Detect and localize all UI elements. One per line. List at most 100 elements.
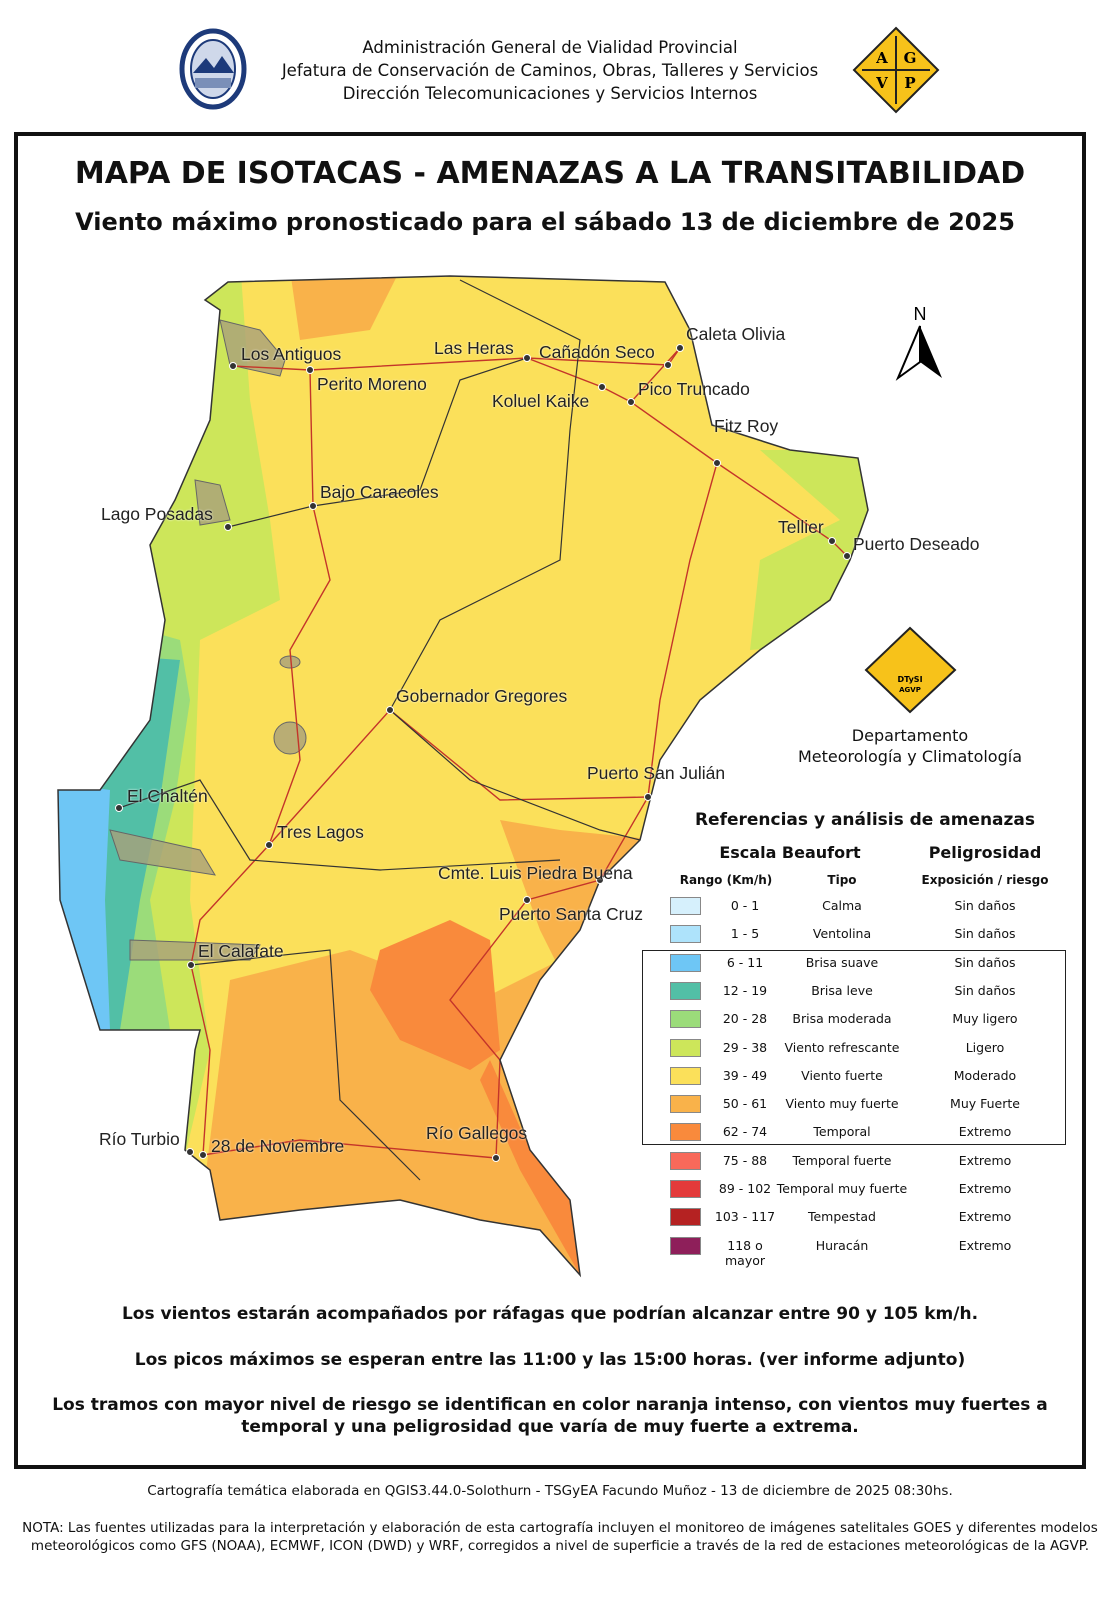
legend-swatch (670, 1095, 701, 1114)
city-label: Puerto San Julián (587, 763, 726, 783)
legend-range: 29 - 38 (722, 1039, 768, 1055)
city-marker (186, 1148, 194, 1156)
header-line-2: Jefatura de Conservación de Caminos, Obr… (281, 61, 819, 80)
city-label: Perito Moreno (317, 374, 427, 394)
svg-text:P: P (904, 74, 915, 92)
legend-swatch (670, 1010, 701, 1029)
legend-risk: Extremo (958, 1124, 1012, 1140)
city-marker (309, 502, 317, 510)
city-marker (265, 841, 273, 849)
legend-swatch (670, 897, 701, 915)
svg-text:N: N (914, 304, 927, 324)
page-subtitle: Viento máximo pronosticado para el sábad… (75, 208, 1015, 236)
legend-row: 103 - 117 Tempestad Extremo (670, 1208, 1070, 1228)
city-label: Río Turbio (99, 1129, 180, 1149)
city-marker (596, 876, 604, 884)
city-label: Río Gallegos (426, 1123, 528, 1143)
legend-type: Brisa suave (805, 954, 879, 970)
legend-range: 39 - 49 (722, 1067, 768, 1083)
legend-type: Viento muy fuerte (785, 1096, 899, 1112)
city-marker (664, 361, 672, 369)
city-label: El Calafate (198, 941, 284, 961)
legend-risk: Moderado (953, 1067, 1017, 1083)
legend-type: Brisa moderada (792, 1011, 892, 1027)
legend-type: Tempestad (807, 1209, 876, 1225)
legend-range: 12 - 19 (722, 982, 768, 998)
legend-type: Temporal (813, 1124, 871, 1140)
city-marker (187, 961, 195, 969)
legend-risk: Ligero (965, 1039, 1005, 1055)
legend-range: 118 o mayor (724, 1237, 766, 1268)
legend-risk: Sin daños (954, 926, 1016, 942)
legend-col-risk: Exposición / riesgo (921, 873, 1049, 887)
note-risk-line-1: Los tramos con mayor nivel de riesgo se … (52, 1395, 1048, 1415)
legend-row: 75 - 88 Temporal fuerte Extremo (670, 1151, 1070, 1172)
legend-group-beaufort: Escala Beaufort (719, 843, 861, 862)
city-marker (676, 344, 684, 352)
city-marker (115, 804, 123, 812)
legend-risk: Sin daños (954, 982, 1016, 998)
city-marker (713, 459, 721, 467)
footer-note-line-2: meteorológicos como GFS (NOAA), ECMWF, I… (30, 1538, 1090, 1554)
page-title: MAPA DE ISOTACAS - AMENAZAS A LA TRANSIT… (74, 156, 1026, 191)
svg-text:AGVP: AGVP (899, 686, 921, 694)
city-marker (492, 1154, 500, 1162)
dept-line-2: Meteorología y Climatología (797, 747, 1022, 766)
city-marker (386, 706, 394, 714)
city-marker (199, 1151, 207, 1159)
city-label: Lago Posadas (101, 504, 213, 524)
zone-temporal (370, 920, 500, 1070)
city-label: Tres Lagos (277, 822, 364, 842)
city-marker (843, 552, 851, 560)
legend-range: 75 - 88 (722, 1152, 768, 1168)
province-emblem-logo (179, 28, 247, 110)
city-label: Puerto Santa Cruz (499, 904, 643, 924)
legend-title: Referencias y análisis de amenazas (694, 810, 1036, 830)
legend-range: 6 - 11 (726, 954, 764, 970)
svg-text:G: G (904, 49, 917, 67)
city-label: El Chaltén (127, 786, 208, 806)
legend-risk: Sin daños (954, 954, 1016, 970)
legend-range: 1 - 5 (730, 926, 760, 942)
legend-row: 1 - 5 Ventolina Sin daños (670, 925, 1070, 945)
legend-type: Temporal fuerte (792, 1152, 892, 1168)
dept-line-1: Departamento (851, 726, 969, 745)
map-frame (14, 132, 1086, 1469)
city-markers (115, 344, 851, 1162)
city-marker (828, 537, 836, 545)
legend-risk: Muy ligero (952, 1011, 1018, 1027)
zone-brisa-suave (58, 780, 110, 1030)
route-lines (118, 279, 641, 1181)
north-arrow: N (895, 304, 942, 381)
legend-range: 0 - 1 (730, 898, 760, 913)
legend-swatch (670, 1038, 701, 1057)
agvp-logo: A G V P (852, 26, 940, 114)
city-label: Cañadón Seco (539, 342, 655, 362)
highlight-box (642, 950, 1066, 1145)
legend-type: Viento fuerte (801, 1067, 883, 1083)
header-text: Administración General de Vialidad Provi… (0, 36, 1100, 105)
legend-range: 89 - 102 (718, 1181, 772, 1196)
legend-range: 62 - 74 (722, 1124, 768, 1140)
city-label: Cmte. Luis Piedra Buena (438, 863, 633, 883)
legend-risk: Extremo (958, 1209, 1012, 1225)
city-label: Pico Truncado (638, 379, 750, 399)
city-label: Tellier (778, 517, 824, 537)
legend-row: 50 - 61 Viento muy fuerte Muy Fuerte (670, 1095, 1070, 1115)
svg-text:V: V (875, 74, 888, 92)
city-marker (523, 896, 531, 904)
legend-swatch (670, 1066, 701, 1085)
legend-range: 50 - 61 (722, 1096, 768, 1112)
legend-row: 6 - 11 Brisa suave Sin daños (670, 953, 1070, 974)
zone-temporal-coast (480, 1060, 580, 1275)
legend-row: 0 - 1 Calma Sin daños (670, 897, 1070, 917)
city-label: 28 de Noviembre (211, 1136, 345, 1156)
legend-row: 89 - 102 Temporal muy fuerte Extremo (670, 1180, 1070, 1200)
legend-swatch (670, 925, 701, 944)
legend-type: Ventolina (812, 926, 872, 942)
city-marker (306, 366, 314, 374)
legend-range: 20 - 28 (722, 1011, 768, 1027)
legend-group-peligrosidad: Peligrosidad (928, 843, 1042, 862)
legend-swatch (670, 1208, 701, 1227)
